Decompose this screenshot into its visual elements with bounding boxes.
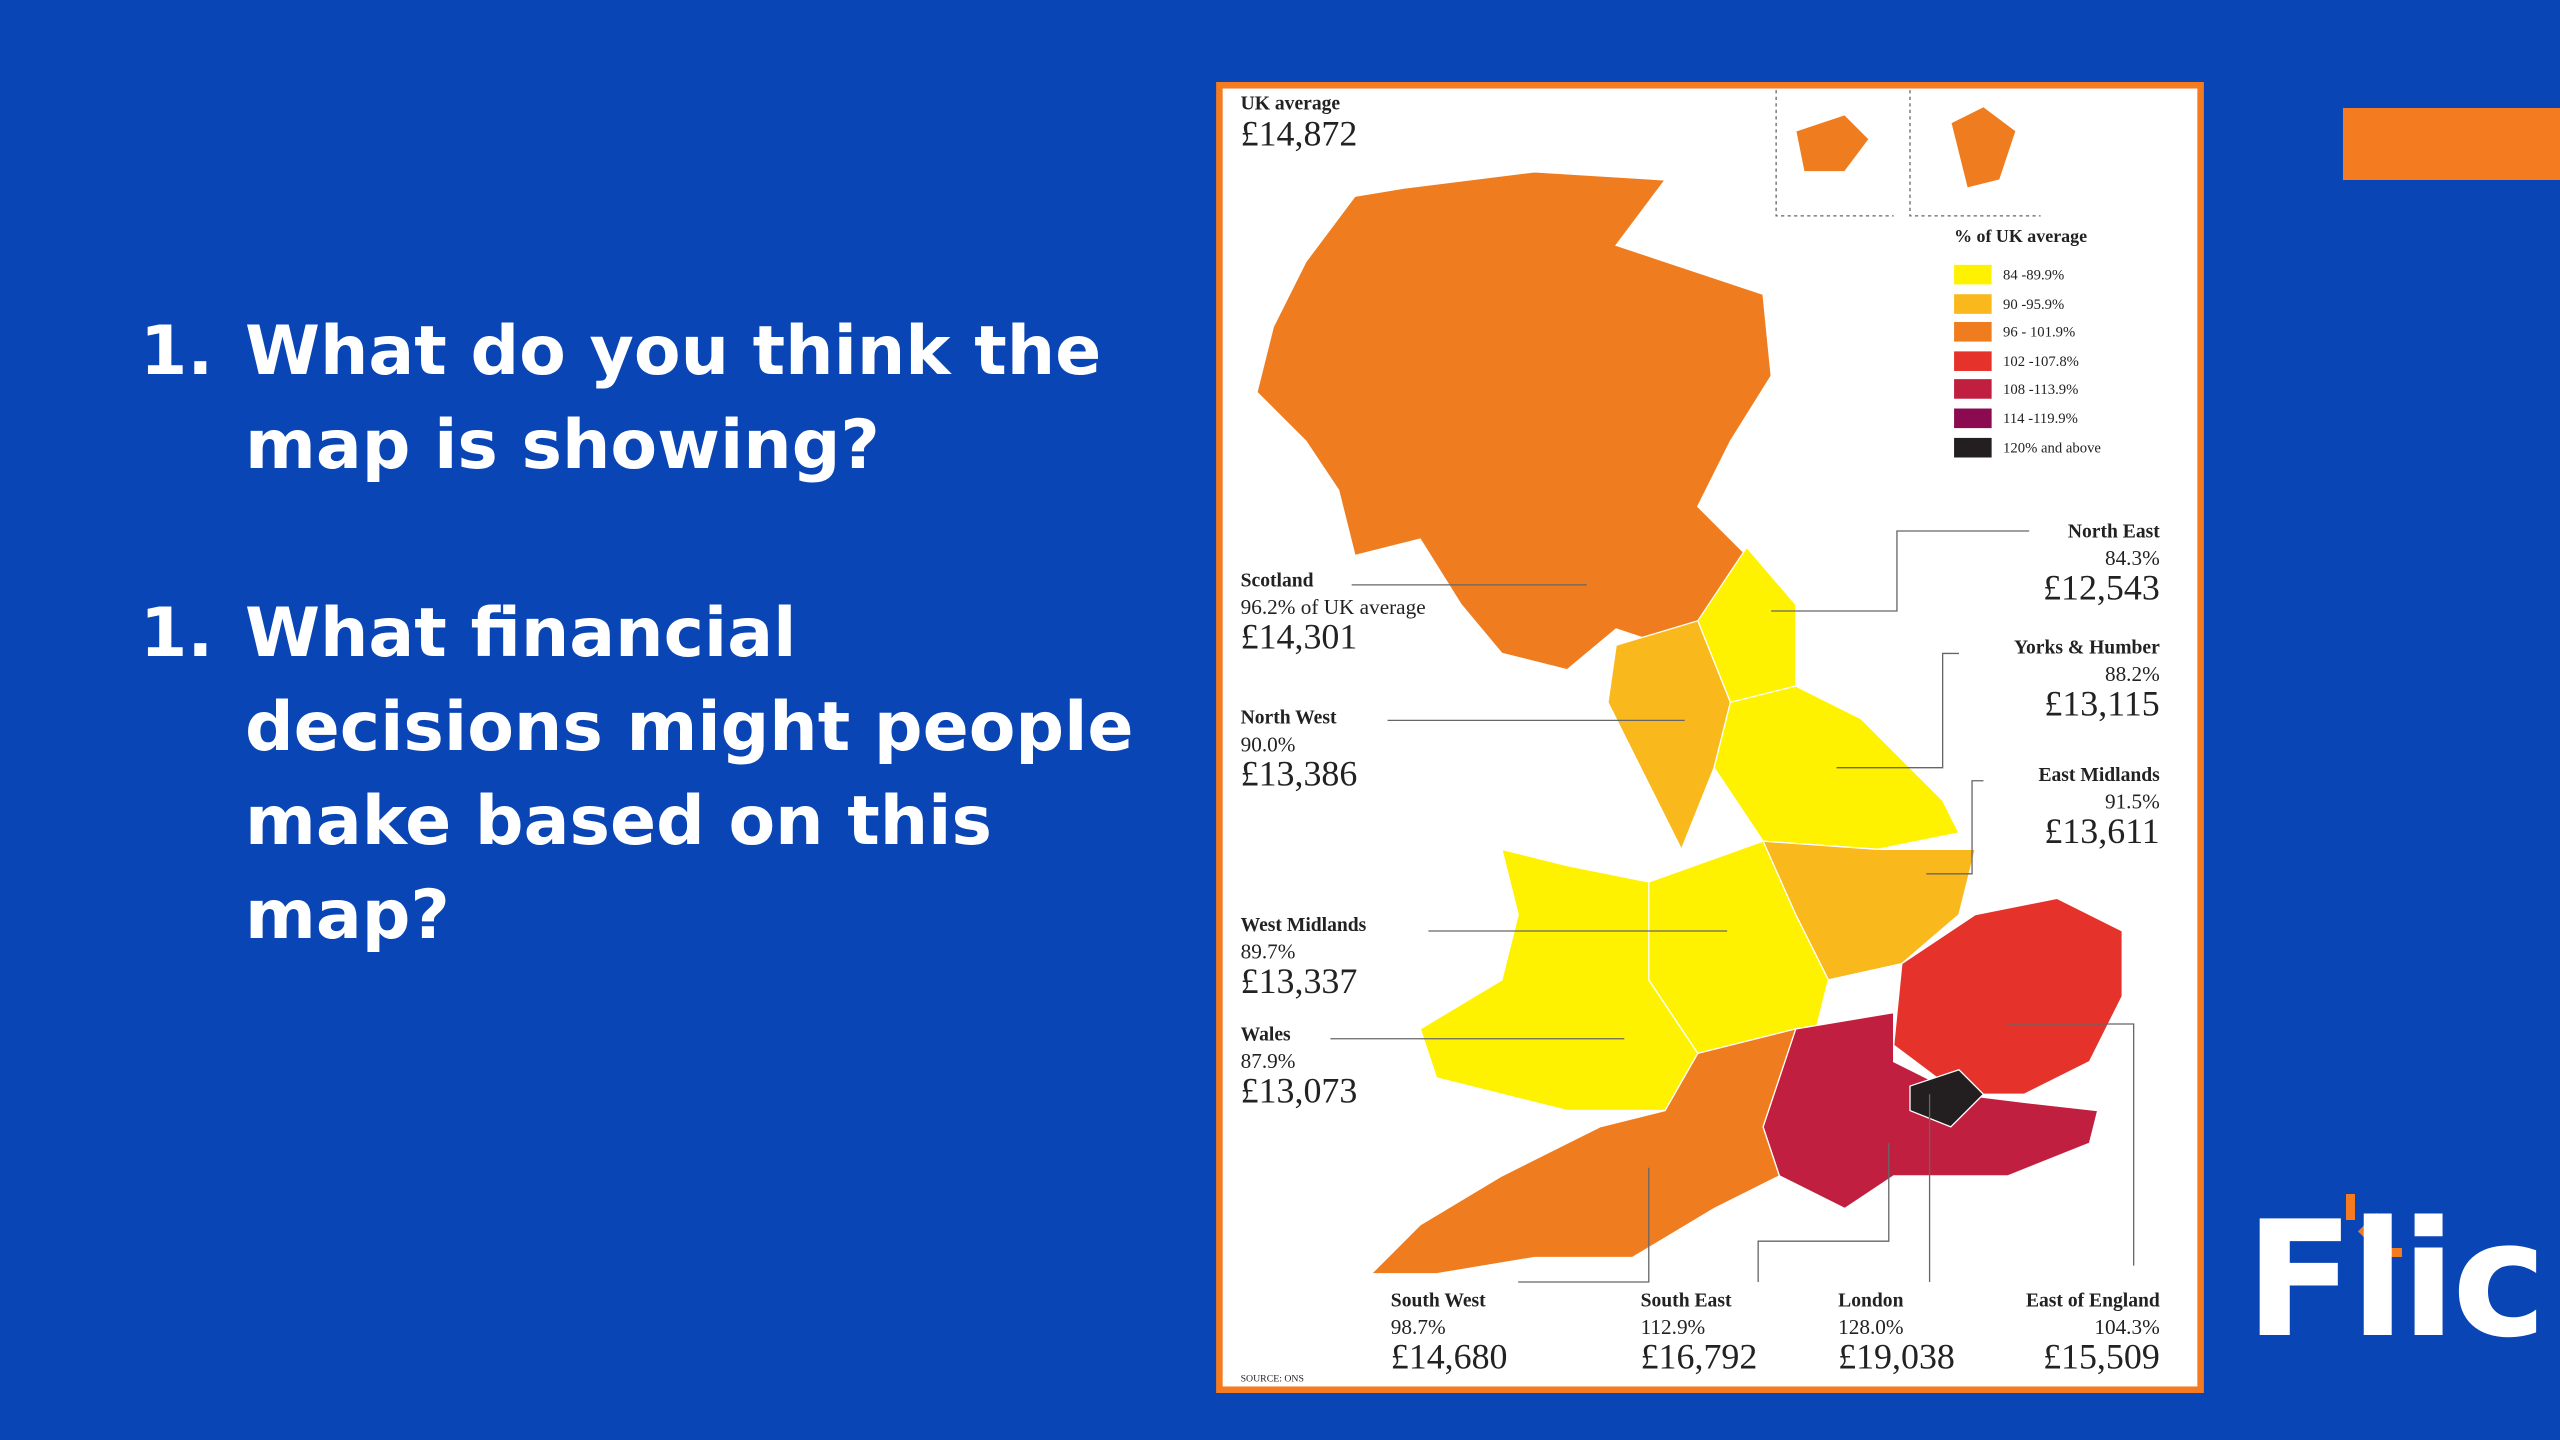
region-name: London (1838, 1290, 1903, 1311)
region-value: £16,792 (1641, 1337, 1758, 1377)
leader-line (1771, 530, 2030, 612)
region-value: £13,115 (2044, 683, 2159, 723)
region-value: £13,611 (2044, 811, 2159, 851)
question-number: 1. (140, 312, 214, 391)
region-percent: 128.0% (1838, 1315, 1903, 1339)
region-name: West Midlands (1241, 915, 1367, 936)
region-name: North East (2068, 522, 2160, 543)
question-text: What do you think the map is showing? (245, 312, 1102, 485)
uk-average-value: £14,872 (1241, 114, 1358, 154)
leader-line (1836, 652, 1959, 769)
legend-swatch (1954, 264, 1992, 285)
region-scotland (1256, 171, 1772, 671)
legend-label: 114 -119.9% (2003, 411, 2078, 427)
region-wales (1419, 848, 1699, 1112)
region-london (1909, 1068, 1985, 1128)
legend-label: 120% and above (2003, 441, 2101, 457)
region-north-west (1607, 619, 1732, 851)
legend-label: 96 - 101.9% (2003, 325, 2075, 341)
legend-label: 90 -95.9% (2003, 297, 2064, 313)
question-text: What financial decisions might people ma… (245, 594, 1134, 955)
region-name: East Midlands (2038, 765, 2160, 786)
spark (2372, 1248, 2402, 1257)
logo-sparks (2346, 1194, 2402, 1257)
region-value: £14,301 (1241, 617, 1358, 657)
map: UK average £14,872 % of UK average 84 -8… (1216, 82, 2204, 1393)
question-number: 1. (140, 594, 214, 673)
leader-line (1518, 1167, 1650, 1283)
leader-line (1757, 1143, 1890, 1282)
region-value: £12,543 (2043, 568, 2160, 608)
region-name: Wales (1241, 1024, 1291, 1045)
legend-swatch (1954, 294, 1992, 314)
legend-swatch (1954, 408, 1992, 429)
inset-box (1775, 90, 2041, 217)
region-value: £13,337 (1241, 961, 1358, 1001)
region-percent: 98.7% (1391, 1315, 1446, 1339)
leader-lines (1330, 530, 2135, 1283)
leader-line (1926, 780, 1984, 875)
region-percent: 87.9% (1241, 1049, 1296, 1073)
region-value: £14,680 (1391, 1337, 1508, 1377)
legend: 84 -89.9% 90 -95.9% 96 - 101.9% 102 -107.8%… (1954, 264, 2101, 458)
region-labels: Scotland 96.2% of UK average£14,301 North … (1241, 522, 2161, 1377)
spark (2346, 1194, 2355, 1220)
legend-swatch (1954, 379, 1992, 399)
legend-label: 102 -107.8% (2003, 354, 2079, 370)
islands (1794, 105, 2017, 189)
uk-average-label: UK average (1241, 94, 1341, 115)
logo: Flic (2245, 1186, 2547, 1373)
region-name: Scotland (1241, 570, 1314, 591)
region-percent: 96.2% of UK average (1241, 595, 1426, 619)
legend-label: 108 -113.9% (2003, 382, 2078, 398)
question: 1. What financial decisions might people… (140, 587, 1145, 963)
accent-bar (2343, 108, 2560, 180)
region-name: South East (1641, 1290, 1732, 1311)
region-east (1892, 897, 2123, 1095)
region-south-west (1369, 1028, 1797, 1275)
region-percent: 88.2% (2105, 662, 2160, 686)
question: 1. What do you think the map is showing? (140, 305, 1145, 493)
region-percent: 84.3% (2105, 546, 2160, 570)
region-value: £15,509 (2043, 1337, 2160, 1377)
spark (2357, 1212, 2383, 1238)
region-value: £13,073 (1241, 1070, 1358, 1110)
regions (1256, 105, 2123, 1275)
region-name: Yorks & Humber (2014, 637, 2160, 658)
legend-swatch (1954, 321, 1992, 342)
legend-swatch (1954, 351, 1992, 371)
region-name: East of England (2026, 1290, 2160, 1311)
region-percent: 89.7% (1241, 940, 1296, 964)
region-value: £19,038 (1838, 1337, 1955, 1377)
legend-title: % of UK average (1954, 226, 2087, 246)
legend-label: 84 -89.9% (2003, 268, 2064, 284)
source: SOURCE: ONS (1241, 1374, 1304, 1385)
region-percent: 90.0% (1241, 732, 1296, 756)
region-percent: 104.3% (2094, 1315, 2159, 1339)
region-name: North West (1241, 708, 1337, 729)
region-percent: 91.5% (2105, 790, 2160, 814)
region-percent: 112.9% (1641, 1315, 1706, 1339)
region-name: South West (1391, 1290, 1486, 1311)
region-value: £13,386 (1241, 754, 1358, 794)
leader-line (2007, 1023, 2135, 1266)
legend-swatch (1954, 437, 1992, 458)
